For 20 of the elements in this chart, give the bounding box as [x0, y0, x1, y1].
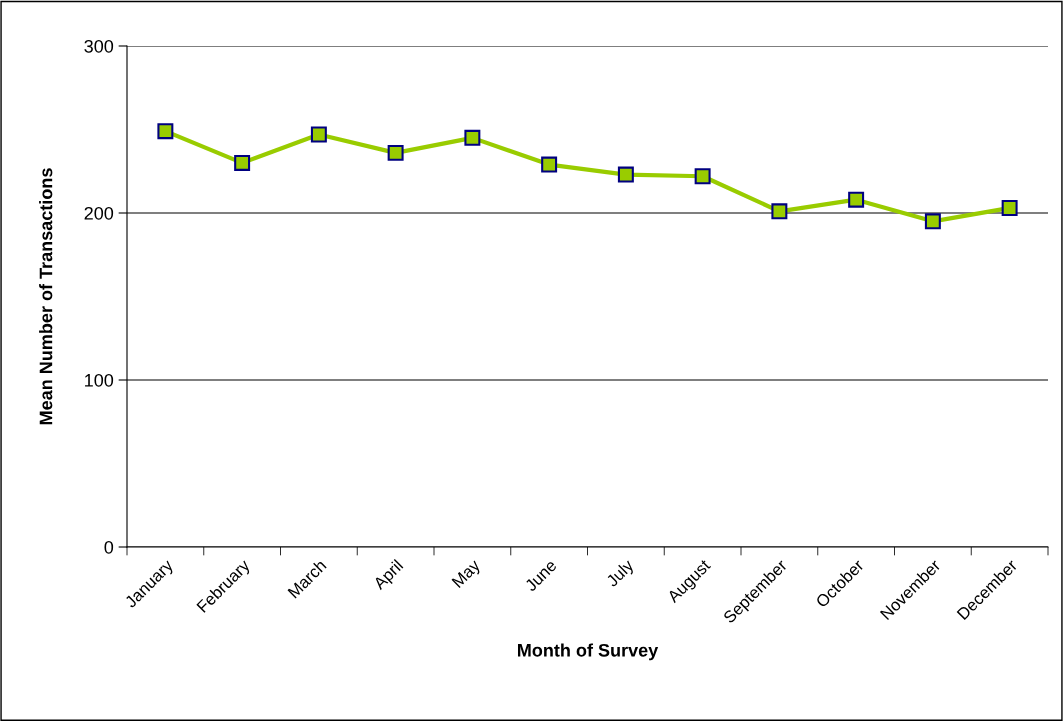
point	[1001, 200, 1018, 216]
y-tick-label: 300	[84, 39, 114, 53]
point	[387, 144, 404, 161]
y-tick-label: 0	[104, 540, 114, 554]
point	[924, 213, 941, 230]
x-tick-label: July	[605, 558, 637, 590]
point	[694, 168, 711, 185]
point	[771, 203, 788, 220]
y-axis-title: Mean Number of Transactions	[39, 168, 53, 425]
point	[464, 129, 481, 146]
point	[234, 154, 251, 171]
point	[848, 191, 865, 208]
point	[157, 123, 174, 140]
y-tick-label: 200	[84, 206, 114, 220]
y-tick-label: 100	[85, 373, 114, 387]
x-axis-title: Month of Survey	[517, 643, 659, 661]
x-tick-label: May	[451, 558, 484, 591]
point	[617, 166, 634, 183]
point	[541, 156, 558, 173]
point	[310, 126, 327, 143]
